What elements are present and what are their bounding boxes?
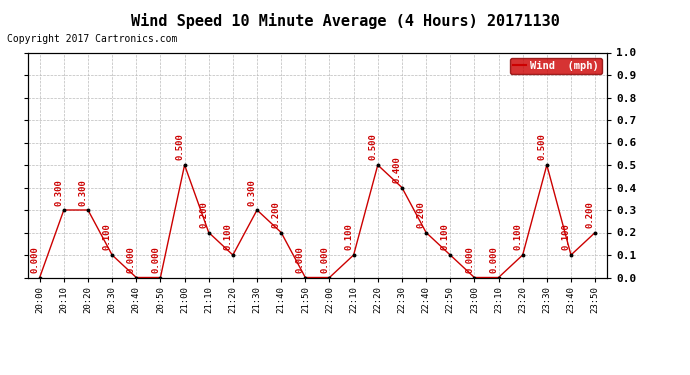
- Point: [324, 274, 335, 280]
- Point: [58, 207, 69, 213]
- Text: 0.500: 0.500: [538, 134, 546, 160]
- Text: 0.200: 0.200: [272, 201, 281, 228]
- Point: [373, 162, 384, 168]
- Point: [396, 184, 407, 190]
- Text: 0.400: 0.400: [393, 156, 402, 183]
- Text: 0.200: 0.200: [199, 201, 208, 228]
- Text: 0.000: 0.000: [465, 246, 474, 273]
- Point: [589, 230, 600, 236]
- Point: [348, 252, 359, 258]
- Point: [299, 274, 310, 280]
- Point: [130, 274, 142, 280]
- Text: 0.500: 0.500: [175, 134, 184, 160]
- Text: 0.100: 0.100: [562, 224, 571, 251]
- Text: 0.000: 0.000: [489, 246, 498, 273]
- Text: Wind Speed 10 Minute Average (4 Hours) 20171130: Wind Speed 10 Minute Average (4 Hours) 2…: [130, 13, 560, 29]
- Text: 0.100: 0.100: [224, 224, 233, 251]
- Point: [276, 230, 287, 236]
- Text: 0.300: 0.300: [79, 178, 88, 206]
- Text: 0.100: 0.100: [344, 224, 353, 251]
- Text: 0.200: 0.200: [417, 201, 426, 228]
- Text: 0.000: 0.000: [30, 246, 39, 273]
- Point: [420, 230, 432, 236]
- Text: 0.100: 0.100: [441, 224, 450, 251]
- Legend: Wind  (mph): Wind (mph): [511, 58, 602, 74]
- Text: 0.200: 0.200: [586, 201, 595, 228]
- Text: 0.000: 0.000: [320, 246, 329, 273]
- Text: 0.100: 0.100: [103, 224, 112, 251]
- Point: [179, 162, 190, 168]
- Point: [228, 252, 239, 258]
- Point: [251, 207, 262, 213]
- Point: [83, 207, 94, 213]
- Point: [565, 252, 576, 258]
- Point: [518, 252, 529, 258]
- Text: 0.100: 0.100: [513, 224, 522, 251]
- Text: 0.300: 0.300: [248, 178, 257, 206]
- Text: 0.500: 0.500: [368, 134, 377, 160]
- Point: [493, 274, 504, 280]
- Text: 0.000: 0.000: [151, 246, 160, 273]
- Point: [444, 252, 455, 258]
- Point: [203, 230, 214, 236]
- Point: [541, 162, 552, 168]
- Point: [469, 274, 480, 280]
- Point: [34, 274, 46, 280]
- Point: [155, 274, 166, 280]
- Text: 0.300: 0.300: [55, 178, 63, 206]
- Text: 0.000: 0.000: [127, 246, 136, 273]
- Text: Copyright 2017 Cartronics.com: Copyright 2017 Cartronics.com: [7, 34, 177, 44]
- Text: 0.000: 0.000: [296, 246, 305, 273]
- Point: [106, 252, 117, 258]
